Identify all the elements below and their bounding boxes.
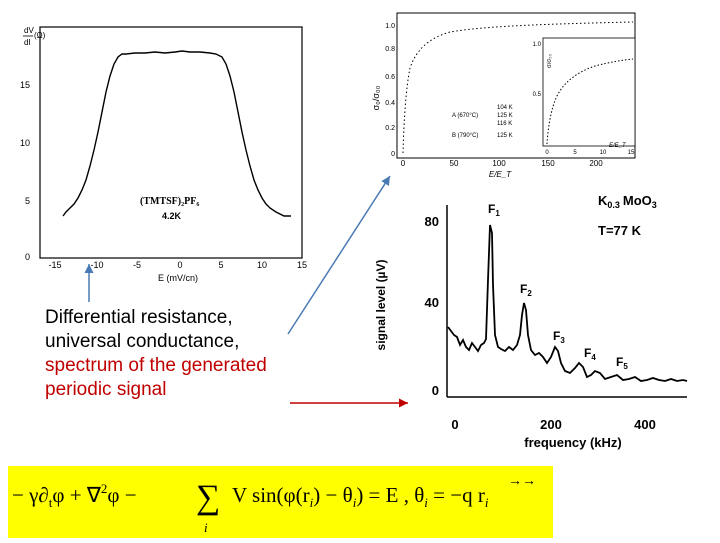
y-tick-0: 0	[25, 252, 30, 262]
y-tick-0.4: 0.4	[385, 100, 395, 107]
equation: − γ∂tφ + ∇2φ − ∑ i V sin(φ(ri) − θi) = E…	[12, 474, 536, 537]
inset-x-tick-15: 15	[628, 150, 635, 156]
y-tick-0.2: 0.2	[385, 125, 395, 132]
caption-line-4: periodic signal	[45, 379, 167, 400]
x-tick-0: 0	[401, 159, 406, 168]
caption-line-2: universal conductance,	[45, 331, 240, 352]
peak-f2-label: F2	[520, 282, 532, 298]
x-tick-150: 150	[541, 159, 555, 168]
y-tick-15: 15	[20, 80, 30, 90]
legend-a-temp2: 125 K	[497, 113, 513, 119]
inset-y-tick-1.0: 1.0	[533, 42, 542, 48]
y-tick-1.0: 1.0	[385, 23, 395, 30]
x-tick-15: 15	[297, 260, 307, 270]
equation-part-1: − γ∂tφ + ∇2φ −	[12, 481, 137, 510]
peak-f5-label: F5	[616, 355, 628, 371]
legend-a-temp1: 104 K	[497, 105, 513, 111]
temperature-label: T=77 K	[598, 223, 642, 238]
x-tick-100: 100	[492, 159, 506, 168]
ylabel-top: dV	[24, 26, 34, 35]
x-tick-m10: -10	[90, 260, 103, 270]
y-tick-40: 40	[425, 295, 439, 310]
y-axis-label: σ₀/σ₀₀	[371, 85, 381, 110]
legend-b-label: B (790°C)	[452, 133, 478, 139]
peak-f3-label: F3	[553, 329, 565, 345]
temperature-annotation: 4.2K	[162, 211, 182, 221]
ylabel-bottom: dI	[24, 38, 31, 47]
y-tick-10: 10	[20, 138, 30, 148]
equation-text: −γ∂ₜφ + ∇²φ − Σᵢ V sin(φ(rᵢ) − θᵢ) = E ,…	[12, 534, 33, 537]
inset-y-label: σ/σ₀₀	[547, 53, 553, 68]
x-tick-0: 0	[177, 260, 182, 270]
x-tick-10: 10	[257, 260, 267, 270]
sum-index: i	[204, 520, 208, 535]
x-tick-200: 200	[540, 417, 562, 432]
conductance-curve	[402, 21, 634, 154]
legend-a-temp3: 116 K	[497, 121, 512, 127]
inset-frame	[542, 37, 636, 147]
x-tick-200: 200	[589, 159, 603, 168]
spectrum-curve	[447, 224, 688, 382]
compound-annotation: (TMTSF)₂PF₆	[140, 196, 199, 207]
inset-x-tick-0: 0	[545, 150, 549, 156]
y-tick-80: 80	[425, 214, 439, 229]
x-tick-m5: -5	[133, 260, 141, 270]
inset-x-tick-5: 5	[573, 150, 577, 156]
plot-frame	[39, 26, 303, 259]
peak-f4-label: F4	[584, 346, 596, 362]
differential-resistance-plot: dV dI (Ω) 15 10 5 0 -15 -10 -5 0 5 10 15…	[20, 26, 307, 283]
peak-f1-label: F1	[488, 202, 500, 218]
x-tick-m15: -15	[48, 260, 61, 270]
y-tick-0.8: 0.8	[385, 46, 395, 53]
y-tick-0: 0	[391, 151, 395, 158]
equation-box: − γ∂tφ + ∇2φ − ∑ i V sin(φ(ri) − θi) = E…	[8, 466, 553, 538]
caption-line-1: Differential resistance,	[45, 307, 233, 328]
dvdi-curve	[62, 50, 291, 217]
inset-curve	[546, 58, 634, 145]
x-tick-50: 50	[450, 159, 459, 168]
x-tick-0: 0	[451, 417, 458, 432]
sum-symbol: ∑	[196, 479, 220, 516]
x-axis-label: E (mV/cn)	[158, 273, 198, 283]
conductance-plot: σ₀/σ₀₀ 1.0 0.8 0.6 0.4 0.2 0 0 50 100 15…	[371, 12, 636, 179]
x-tick-400: 400	[634, 417, 656, 432]
equation-part-2: V sin(φ(ri) − θi) = E , θi = −q ri	[232, 483, 489, 510]
compound-label: K0.3 MoO3	[598, 193, 657, 210]
caption: Differential resistance, universal condu…	[45, 306, 345, 402]
y-tick-5: 5	[25, 196, 30, 206]
y-tick-0: 0	[432, 383, 439, 398]
y-tick-0.6: 0.6	[385, 74, 395, 81]
x-tick-5: 5	[218, 260, 223, 270]
legend-b-temp1: 125 K	[497, 133, 513, 139]
inset-y-tick-0.5: 0.5	[533, 92, 542, 98]
vector-arrows: →→	[508, 474, 536, 489]
inset-x-label: E/E_T	[609, 143, 627, 149]
x-axis-label: frequency (kHz)	[524, 435, 622, 450]
ylabel-unit: (Ω)	[34, 31, 46, 40]
inset-x-tick-10: 10	[600, 150, 607, 156]
spectrum-plot: signal level (µV) 80 40 0 0 200 400 freq…	[374, 193, 688, 450]
y-axis-label: signal level (µV)	[374, 260, 388, 351]
x-axis-label: E/E_T	[489, 170, 512, 179]
caption-line-3: spectrum of the generated	[45, 355, 267, 376]
legend-a-label: A (670°C)	[452, 113, 478, 119]
